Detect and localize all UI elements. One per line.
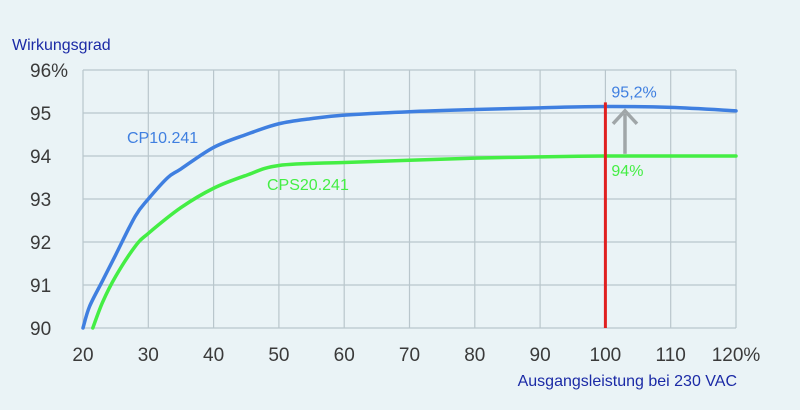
- x-tick-label: 80: [464, 345, 485, 366]
- series-line-cps20-241: [91, 154, 738, 330]
- y-tick-label: 96%: [30, 61, 68, 82]
- arrow-head: [611, 108, 639, 126]
- x-tick-label: 70: [399, 345, 420, 366]
- tick-labels: 20 30 40 50 60 70 80 90 100 110 120% 90 91 92 93 94 95 96…: [30, 61, 760, 366]
- grid: [82, 69, 737, 329]
- y-tick-label: 92: [30, 233, 51, 254]
- annotation-label: 95,2%: [611, 84, 656, 101]
- y-axis-title: Wirkungsgrad: [12, 37, 111, 54]
- x-tick-label: 110: [656, 345, 686, 366]
- x-tick-label: 40: [203, 345, 224, 366]
- x-tick-label: 50: [268, 345, 289, 366]
- x-tick-label: 60: [334, 345, 355, 366]
- series-line-cp10-241: [81, 104, 738, 330]
- x-tick-label: 30: [138, 345, 159, 366]
- y-tick-label: 91: [30, 276, 51, 297]
- y-tick-label: 93: [30, 190, 51, 211]
- x-axis-title: Ausgangsleistung bei 230 VAC: [518, 373, 737, 390]
- x-tick-label: 20: [72, 345, 93, 366]
- y-tick-label: 94: [30, 147, 52, 168]
- y-tick-label: 90: [30, 319, 51, 340]
- series-lines: [81, 104, 738, 330]
- marker: [603, 102, 639, 328]
- annotation-label: 94%: [611, 163, 643, 180]
- y-tick-label: 95: [30, 104, 51, 125]
- series-label: CP10.241: [127, 130, 198, 147]
- x-tick-label: 90: [530, 345, 551, 366]
- series-labels: CP10.241 CPS20.241 95,2% 94%: [127, 84, 657, 194]
- series-label: CPS20.241: [267, 177, 349, 194]
- x-tick-label: 100: [590, 345, 622, 366]
- x-tick-label: 120%: [712, 345, 761, 366]
